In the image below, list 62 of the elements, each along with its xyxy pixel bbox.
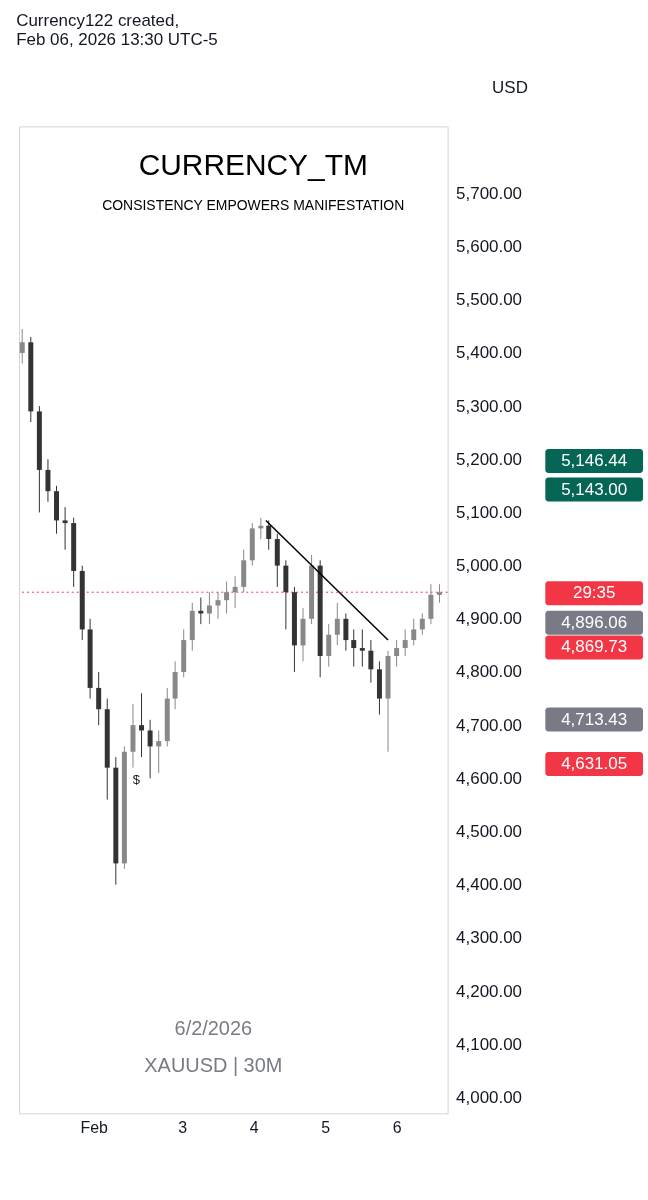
y-tick-label: 4,400.00 [456,875,523,895]
text: 5,143.00 [561,479,628,499]
y-tick-label: 4,300.00 [456,928,523,948]
candlestick [343,612,349,652]
y-tick-label: 4,700.00 [456,715,523,735]
annotation: $ [132,771,141,787]
text: CURRENCY_TM [138,148,368,182]
y-tick-label: 5,700.00 [456,183,523,203]
y-tick-label: 5,400.00 [456,343,523,363]
x-tick-label: 6 [392,1118,402,1136]
y-tick-label: 4,000.00 [456,1087,523,1107]
candlestick [411,618,417,646]
candlestick [436,583,442,604]
y-tick-label: 5,100.00 [456,502,523,522]
candlestick [139,692,145,758]
candlestick [147,719,153,779]
y-tick-label: 4,500.00 [456,821,523,841]
candlestick [326,623,332,668]
x-tick-label: Feb [80,1118,109,1136]
y-tick-label: 4,100.00 [456,1034,523,1054]
y-tick-label: 5,600.00 [456,237,523,257]
text: 4,713.43 [561,709,628,729]
text: 5,146.44 [561,450,628,470]
candlestick [19,328,25,365]
y-tick-label: 4,900.00 [456,609,523,629]
candlestick [359,628,365,668]
candlestick [45,458,51,503]
x-tick-label: 5 [321,1118,331,1136]
y-tick-label: 4,800.00 [456,662,523,682]
x-tick-label: 3 [178,1118,188,1136]
candlestick [419,612,425,636]
text: 4,896.06 [561,612,628,632]
y-tick-label: 5,000.00 [456,556,523,576]
candlestick [266,519,272,551]
y-tick-label: 5,500.00 [456,290,523,310]
y-tick-label: 4,200.00 [456,981,523,1001]
candlestick [232,575,238,609]
candlestick [224,581,230,614]
candlestick [206,591,212,625]
text: Feb 06, 2026 13:30 UTC-5 [16,29,218,49]
text: 4,631.05 [561,753,628,773]
candlestick [428,583,434,625]
candlestick [394,639,400,668]
candlestick [402,628,408,657]
annotation: XAUUSD | 30M [144,1054,283,1077]
candlestick [351,628,357,668]
candlestick [156,729,162,774]
candlestick [368,639,374,684]
text: 29:35 [572,583,616,603]
annotation: 6/2/2026 [174,1016,253,1039]
y-tick-label: 5,300.00 [456,396,523,416]
candlestick [215,591,221,620]
y-tick-label: 4,600.00 [456,768,523,788]
candlestick [334,602,340,646]
y-tick-label: 5,200.00 [456,449,523,469]
text: Currency122 created, [16,10,180,30]
y-axis-title: USD [492,77,528,97]
text: CONSISTENCY EMPOWERS MANIFESTATION [102,197,405,214]
candlestick [96,671,102,726]
candlestick [62,506,68,551]
x-tick-label: 4 [249,1118,259,1136]
text: 4,869.73 [561,637,628,657]
